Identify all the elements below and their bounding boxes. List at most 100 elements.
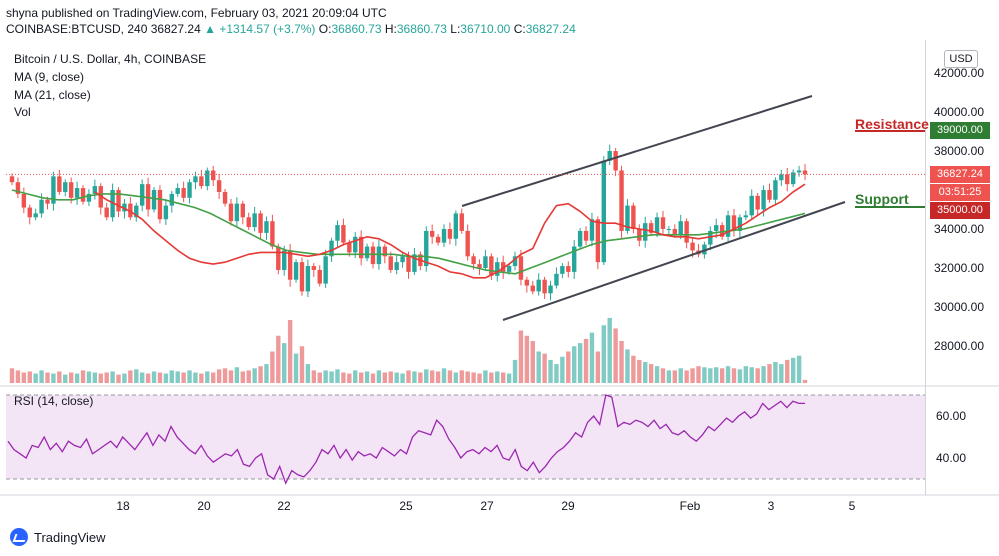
- candle-body: [347, 242, 352, 253]
- volume-bar: [341, 372, 346, 383]
- volume-bar: [234, 367, 240, 383]
- currency-button[interactable]: USD: [944, 50, 978, 68]
- countdown-tag: 03:51:25: [930, 184, 990, 201]
- volume-bar: [98, 373, 103, 383]
- volume-bar: [749, 367, 754, 383]
- candle-body: [802, 170, 808, 175]
- volume-bar: [240, 371, 245, 383]
- volume-legend[interactable]: Vol: [14, 105, 31, 119]
- volume-bar: [51, 373, 56, 383]
- volume-bar: [317, 372, 322, 383]
- candle-body: [731, 215, 737, 231]
- change-value: +1314.57 (+3.7%): [219, 22, 316, 36]
- candle-body: [453, 213, 459, 239]
- candle-body: [690, 242, 695, 251]
- x-tick-label: 20: [197, 499, 211, 513]
- volume-bar: [264, 364, 269, 383]
- volume-bar: [512, 359, 518, 383]
- candle-body: [193, 176, 198, 183]
- candle-body: [572, 246, 577, 272]
- low-value: 36710.00: [460, 22, 511, 36]
- x-tick-label: 22: [277, 499, 291, 513]
- volume-bar: [424, 369, 429, 383]
- volume-bar: [506, 373, 512, 383]
- volume-bar: [447, 370, 453, 383]
- ma21-legend[interactable]: MA (21, close): [14, 88, 91, 102]
- volume-bar: [406, 370, 411, 383]
- candle-body: [329, 240, 334, 257]
- volume-bar: [21, 372, 27, 383]
- y-tick-label: 34000.00: [934, 222, 984, 236]
- volume-bar: [761, 366, 766, 383]
- resistance-label: Resistance: [855, 116, 929, 132]
- up-arrow-icon: ▲: [204, 22, 217, 36]
- volume-bar: [589, 332, 595, 383]
- volume-bar: [773, 362, 778, 383]
- volume-bar: [672, 370, 678, 383]
- volume-bar: [595, 351, 601, 383]
- volume-bar: [205, 371, 210, 383]
- volume-bar: [311, 370, 317, 383]
- candle-body: [311, 266, 317, 270]
- volume-bar: [495, 371, 500, 383]
- price-chart[interactable]: 42000.0040000.0038000.0036000.0034000.00…: [0, 40, 999, 516]
- volume-bar: [68, 372, 74, 383]
- x-tick-label: Feb: [680, 499, 701, 513]
- candle-body: [684, 221, 689, 243]
- volume-bar: [216, 369, 222, 383]
- resistance-price-tag: 39000.00: [930, 122, 990, 139]
- y-tick-label: 30000.00: [934, 300, 984, 314]
- footer-brand[interactable]: TradingView: [10, 528, 106, 546]
- volume-bar: [637, 359, 642, 383]
- candle-body: [637, 229, 642, 241]
- candle-body: [577, 230, 583, 247]
- x-tick-label: 27: [480, 499, 494, 513]
- candle-body: [412, 254, 417, 272]
- volume-bar: [631, 355, 636, 383]
- volume-bar: [643, 362, 648, 383]
- candle-body: [743, 215, 749, 218]
- volume-bar: [465, 371, 470, 383]
- candle-body: [548, 285, 553, 294]
- chart-title-legend[interactable]: Bitcoin / U.S. Dollar, 4h, COINBASE: [14, 52, 207, 66]
- x-tick-label: 29: [561, 499, 575, 513]
- y-tick-label: 38000.00: [934, 144, 984, 158]
- volume-bar: [577, 343, 583, 383]
- rsi-tick-label: 60.00: [936, 409, 966, 423]
- tradingview-logo-icon: [10, 528, 28, 546]
- candle-body: [252, 213, 257, 228]
- candle-body: [45, 199, 50, 204]
- candle-body: [424, 230, 429, 267]
- volume-bar: [648, 364, 654, 383]
- ma9-legend[interactable]: MA (9, close): [14, 70, 85, 84]
- volume-bar: [500, 372, 506, 383]
- volume-bar: [572, 346, 577, 383]
- candle-body: [465, 230, 470, 257]
- rsi-legend[interactable]: RSI (14, close): [14, 394, 94, 408]
- support-label: Support: [855, 191, 909, 207]
- volume-bar: [63, 374, 68, 383]
- volume-bar: [116, 374, 121, 383]
- candle-body: [299, 262, 305, 292]
- candle-body: [287, 250, 293, 280]
- candle-body: [518, 256, 524, 280]
- candle-body: [80, 188, 86, 202]
- candle-body: [270, 221, 275, 247]
- candle-body: [258, 213, 263, 233]
- volume-bar: [187, 370, 192, 383]
- candle-body: [151, 190, 157, 210]
- volume-bar: [86, 371, 92, 383]
- volume-bar: [110, 371, 115, 383]
- volume-bar: [181, 372, 186, 383]
- candle-body: [648, 223, 654, 233]
- volume-bar: [755, 368, 760, 383]
- candle-body: [63, 182, 68, 192]
- low-label: L:: [450, 22, 461, 36]
- candle-body: [175, 188, 180, 194]
- candle-body: [589, 219, 595, 241]
- close-value: 36827.24: [525, 22, 576, 36]
- volume-bar: [258, 366, 263, 383]
- candle-body: [666, 229, 672, 230]
- candle-body: [57, 176, 62, 192]
- candle-body: [619, 170, 624, 231]
